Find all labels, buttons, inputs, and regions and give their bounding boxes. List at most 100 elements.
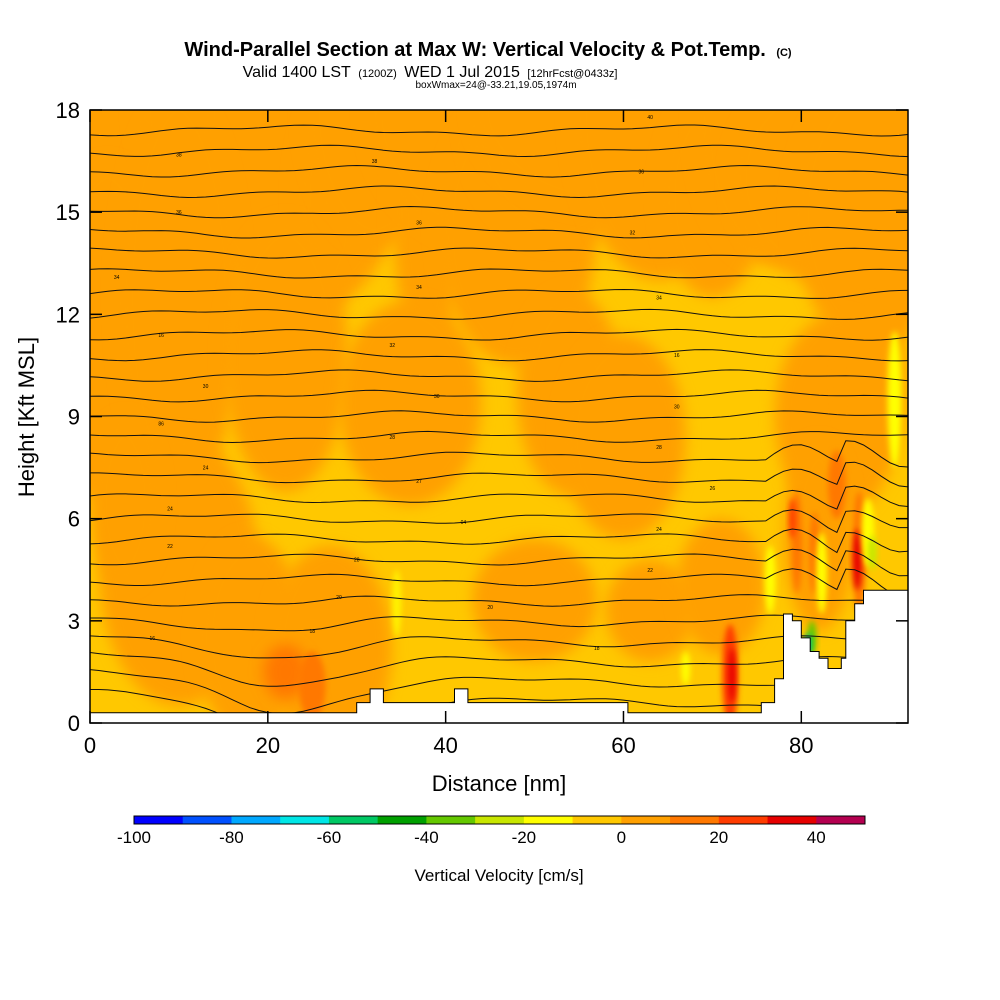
colorbar-swatch [182, 816, 232, 824]
theta-contour-labels: 38 38 40 36 36 36 32 34 34 34 16 32 16 30 30 30 86 28 28 24… [114, 115, 715, 652]
theta-contour [90, 652, 908, 687]
colorbar-swatch [328, 816, 379, 824]
x-tick-label: 40 [433, 733, 457, 758]
velocity-patch [788, 498, 796, 540]
colorbar-swatch [231, 816, 281, 824]
colorbar-tick-label: 40 [807, 828, 826, 847]
theta-contour-label: 04 [461, 520, 467, 526]
theta-contour [90, 308, 908, 320]
theta-contour [90, 288, 908, 299]
colorbar-swatch [621, 816, 671, 824]
theta-contour-label: 32 [390, 343, 396, 349]
theta-contour [90, 389, 908, 403]
velocity-patch [728, 648, 736, 703]
x-tick-label: 0 [84, 733, 96, 758]
theta-contour [90, 509, 908, 534]
theta-contour-label: 40 [647, 115, 653, 121]
theta-contour-label: 34 [656, 295, 662, 301]
velocity-patch [392, 569, 402, 638]
x-axis-label: Distance [nm] [432, 771, 567, 796]
theta-contour-label: 24 [167, 506, 173, 512]
x-tick-label: 80 [789, 733, 813, 758]
theta-contour [90, 164, 908, 178]
theta-contour-label: 34 [114, 275, 120, 281]
colorbar-tick-label: 0 [617, 828, 626, 847]
colorbar-swatch [523, 816, 574, 824]
theta-contour-label: 36 [638, 169, 644, 175]
theta-contour [90, 247, 908, 259]
chart-subtitle: Valid 1400 LST (1200Z) WED 1 Jul 2015 [1… [243, 64, 618, 81]
theta-contour-label: 36 [416, 220, 422, 226]
y-tick-label: 0 [68, 711, 80, 736]
colorbar-swatch [426, 816, 476, 824]
theta-contour [90, 369, 908, 382]
theta-contour-label: 20 [487, 605, 493, 611]
colorbar-tick-label: -80 [219, 828, 244, 847]
colorbar-tick-label: 20 [709, 828, 728, 847]
theta-contour [90, 594, 908, 607]
theta-contour [90, 268, 908, 279]
theta-contour [90, 485, 908, 510]
theta-contour-label: 34 [416, 285, 422, 291]
colorbar-swatch [572, 816, 622, 824]
velocity-patch [472, 539, 597, 662]
velocity-patch [338, 300, 482, 506]
theta-contour-label: 24 [656, 527, 662, 533]
theta-contour-label: 22 [647, 568, 653, 574]
theta-contour-label: 38 [372, 159, 378, 165]
theta-contour-label: 24 [203, 466, 209, 472]
theta-contour-label: 18 [310, 629, 316, 635]
colorbar-tick-label: -60 [317, 828, 342, 847]
theta-contour-label: 26 [710, 486, 716, 492]
theta-contour [90, 528, 908, 554]
theta-contour-label: 32 [630, 231, 636, 237]
theta-contour [90, 440, 908, 468]
x-axis: 0 20 40 60 80 [84, 110, 814, 758]
velocity-patch [223, 218, 348, 492]
theta-contour-label: 28 [390, 435, 396, 441]
theta-contour-label: 38 [176, 152, 182, 158]
colorbar-swatch [816, 816, 866, 824]
theta-contour [90, 548, 908, 577]
colorbar-swatch [134, 816, 184, 824]
theta-contour [90, 461, 908, 488]
velocity-patch [852, 528, 862, 591]
theta-contour [90, 669, 908, 715]
colorbar-swatch [767, 816, 817, 824]
theta-contour-label: 16 [158, 333, 164, 339]
y-tick-label: 6 [68, 507, 80, 532]
velocity-patch [605, 559, 695, 662]
theta-contour-label: 28 [656, 445, 662, 451]
velocity-patch [867, 535, 877, 570]
theta-contour [90, 144, 908, 158]
velocity-patch [792, 110, 908, 349]
colorbar-tick-label: -20 [512, 828, 537, 847]
velocity-patch [816, 532, 828, 615]
theta-contour [90, 124, 908, 137]
terrain-mask [90, 589, 908, 723]
velocity-field [90, 110, 908, 723]
y-tick-label: 15 [56, 200, 80, 225]
theta-contour-label: 86 [158, 421, 164, 427]
colorbar-swatch [280, 816, 330, 824]
velocity-patch [90, 416, 162, 587]
y-tick-label: 3 [68, 609, 80, 634]
theta-contour [90, 349, 908, 362]
theta-contour [90, 185, 908, 199]
theta-contour-label: 30 [674, 404, 680, 410]
theta-contour-label: 16 [674, 353, 680, 359]
theta-contour-label: 30 [203, 384, 209, 390]
velocity-patch [298, 651, 326, 720]
theta-contour-label: 22 [167, 544, 173, 550]
chart-title: Wind-Parallel Section at Max W: Vertical… [184, 39, 792, 61]
theta-contour-label: 36 [176, 210, 182, 216]
theta-contour [90, 410, 908, 423]
velocity-patch [116, 110, 242, 502]
theta-contour-label: 20 [336, 595, 342, 601]
x-tick-label: 60 [611, 733, 635, 758]
y-tick-label: 12 [56, 302, 80, 327]
colorbar-frame [133, 815, 866, 825]
theta-contour [90, 205, 908, 219]
